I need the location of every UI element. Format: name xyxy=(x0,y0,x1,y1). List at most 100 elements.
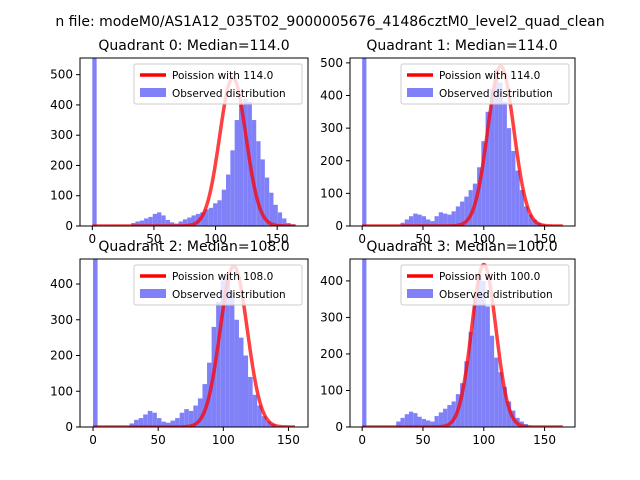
histogram-bar xyxy=(269,192,274,226)
histogram-bar xyxy=(472,295,478,427)
y-tick-label: 100 xyxy=(320,186,343,200)
histogram-bar xyxy=(447,405,452,427)
histogram-bar xyxy=(243,98,248,226)
histogram-bar xyxy=(468,190,473,226)
histogram-bar xyxy=(193,405,198,427)
histogram-bar xyxy=(138,418,144,427)
histogram-bar xyxy=(460,383,465,427)
y-tick-label: 400 xyxy=(50,98,73,112)
histogram-bar xyxy=(396,421,401,427)
subplot-quadrant-1: 0 50 100 150 0 100 200 300 400 500 Poission with 1… xyxy=(320,38,576,246)
histogram-bar xyxy=(229,291,235,427)
y-tick-label: 200 xyxy=(50,349,73,363)
histogram-bar xyxy=(266,421,271,427)
histogram-bar xyxy=(417,214,422,226)
y-tick-label: 500 xyxy=(320,56,343,70)
histogram-bar xyxy=(417,416,422,427)
histogram-bar xyxy=(226,174,231,226)
histogram-bar xyxy=(443,408,448,427)
subplot-title: Quadrant 0: Median=114.0 xyxy=(98,38,289,54)
histogram-bar xyxy=(362,58,367,226)
legend-label-poisson: Poission with 108.0 xyxy=(172,271,273,283)
axes-frame xyxy=(79,57,309,227)
x-tick-label: 150 xyxy=(277,433,300,447)
histogram-bar xyxy=(220,280,226,427)
y-tick-label: 300 xyxy=(50,313,73,327)
histogram-bar xyxy=(438,212,444,226)
histogram-bar xyxy=(511,150,516,226)
histogram-bar xyxy=(443,213,448,226)
histogram-bar xyxy=(519,190,524,226)
subplot-quadrant-0: 0 50 100 150 0 100 200 300 400 500 Poission with 1… xyxy=(50,38,309,246)
y-tick-label: 100 xyxy=(320,383,343,397)
histogram-bar xyxy=(161,215,166,226)
histogram-bar xyxy=(152,412,157,427)
histogram-bar xyxy=(468,332,473,427)
histogram-bar xyxy=(506,401,512,427)
histogram-bar xyxy=(147,410,153,427)
histogram-bar xyxy=(485,306,490,427)
histogram-bar xyxy=(434,416,439,427)
histogram-bar xyxy=(165,422,171,427)
axes-frame xyxy=(349,258,576,428)
histogram-bar xyxy=(179,412,185,427)
histogram-bar xyxy=(494,357,499,427)
histogram-bar xyxy=(404,414,409,427)
histogram-bar xyxy=(230,150,235,226)
y-tick-label: 0 xyxy=(65,420,73,434)
y-tick-label: 400 xyxy=(50,277,73,291)
legend-label-poisson: Poission with 114.0 xyxy=(439,70,540,82)
histogram-bar xyxy=(157,212,162,226)
histogram-bar xyxy=(464,361,469,427)
histogram-bar xyxy=(178,221,183,226)
histogram-bar xyxy=(413,413,418,427)
x-tick-label: 0 xyxy=(89,433,97,447)
subplot-title: Quadrant 3: Median=100.0 xyxy=(366,239,557,255)
histogram-bar xyxy=(197,398,203,427)
histogram-bar xyxy=(477,167,482,226)
figure-suptitle: n file: modeM0/AS1A12_035T02_9000005676_… xyxy=(55,14,604,30)
histogram-bar xyxy=(148,216,153,226)
histogram-bar xyxy=(413,213,418,226)
y-tick-label: 200 xyxy=(320,347,343,361)
histogram-bar xyxy=(169,222,175,226)
histogram-bar xyxy=(434,216,439,226)
histogram-bar xyxy=(485,111,490,226)
histogram-bar xyxy=(216,301,221,427)
legend-label-poisson: Poission with 100.0 xyxy=(439,271,540,283)
y-tick-label: 500 xyxy=(50,68,73,82)
histogram-bar xyxy=(273,204,278,226)
x-tick-label: 150 xyxy=(533,232,556,246)
plot-area xyxy=(91,58,297,226)
histogram-bar xyxy=(408,216,414,226)
histogram-bar xyxy=(257,405,262,427)
histogram-bar xyxy=(144,218,149,226)
histogram-bar xyxy=(204,209,209,226)
histogram-bar xyxy=(451,401,456,427)
histogram-bar xyxy=(234,120,239,226)
histogram-bar xyxy=(430,221,435,226)
histogram-bar xyxy=(430,421,435,427)
histogram-bar xyxy=(92,58,97,226)
legend-box xyxy=(400,264,570,306)
legend-bar-swatch xyxy=(140,289,166,298)
y-tick-label: 300 xyxy=(320,310,343,324)
histogram-bar xyxy=(438,412,444,427)
histogram-bar xyxy=(502,102,507,226)
histogram-bar xyxy=(426,219,431,226)
histogram-bar xyxy=(243,355,249,427)
x-tick-label: 100 xyxy=(472,433,495,447)
histogram-bar xyxy=(515,170,520,226)
plot-area xyxy=(91,259,297,427)
histogram-bar xyxy=(161,421,166,427)
legend-label-observed: Observed distribution xyxy=(172,88,286,100)
histogram-bar xyxy=(421,216,427,226)
subplot-title: Quadrant 2: Median=108.0 xyxy=(98,239,289,255)
histogram-bar xyxy=(165,219,170,226)
histogram-bar xyxy=(135,221,140,226)
histogram-bar xyxy=(489,335,495,427)
histogram-bar xyxy=(225,273,230,427)
x-tick-label: 100 xyxy=(204,232,227,246)
poisson-curve xyxy=(361,64,564,226)
